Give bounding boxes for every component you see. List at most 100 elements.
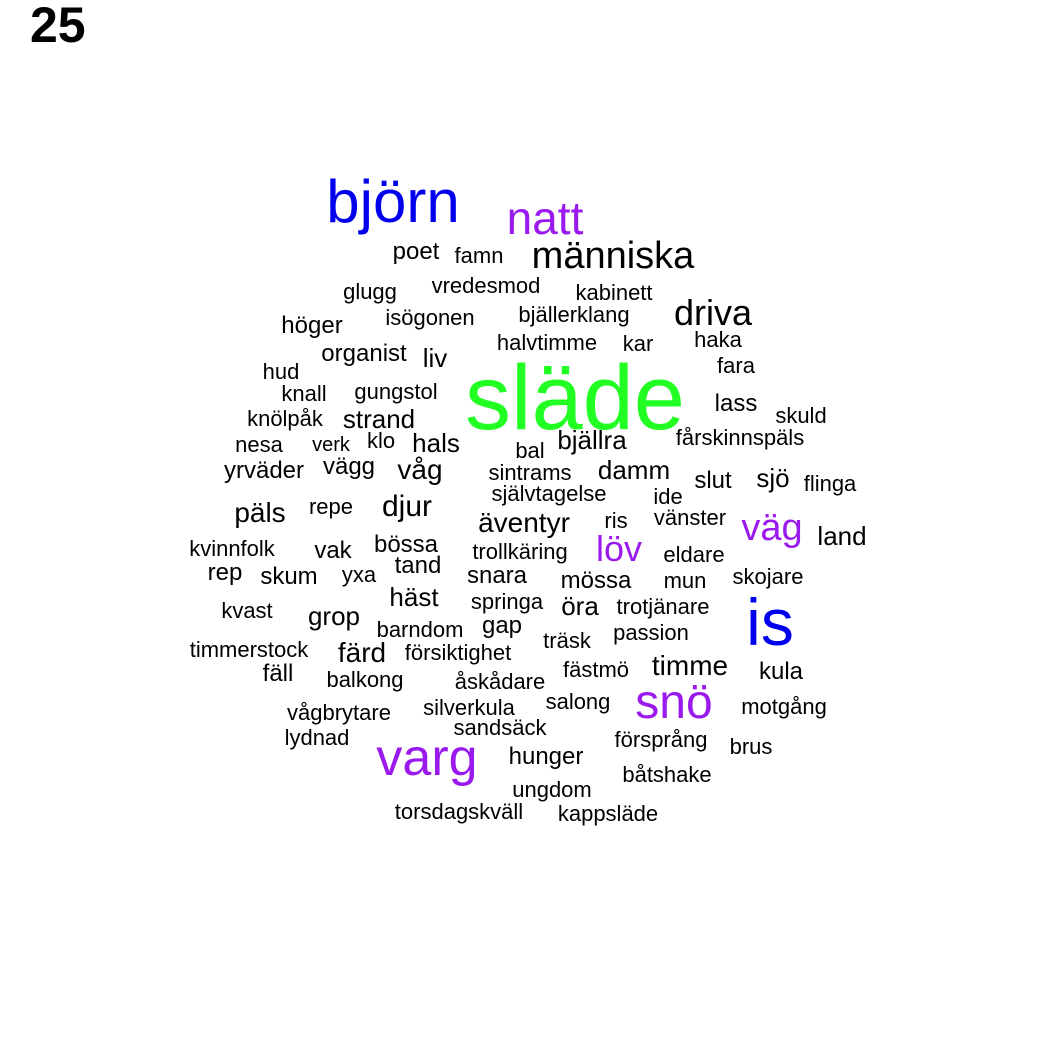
cloud-word: bössa	[373, 531, 439, 558]
cloud-word: försprång	[614, 727, 708, 752]
cloud-word: lydnad	[284, 725, 350, 750]
cloud-word: slut	[694, 467, 732, 494]
cloud-word: hunger	[508, 743, 584, 770]
cloud-word: land	[817, 521, 867, 551]
cloud-word: yrväder	[223, 457, 305, 484]
cloud-word: träsk	[543, 628, 591, 653]
cloud-word: sandsäck	[453, 715, 547, 740]
cloud-word: skum	[260, 563, 318, 590]
cloud-word: organist	[321, 340, 407, 367]
cloud-word: klo	[366, 428, 396, 453]
cloud-word: glugg	[343, 279, 397, 304]
cloud-word: is	[746, 585, 794, 659]
cloud-word: ris	[604, 508, 628, 533]
cloud-word: passion	[613, 620, 689, 645]
page-number: 25	[30, 0, 86, 53]
cloud-word: bjällerklang	[518, 302, 630, 327]
cloud-word: eldare	[663, 542, 725, 567]
cloud-word: åskådare	[454, 669, 546, 694]
cloud-word: fästmö	[562, 657, 630, 682]
cloud-word: strand	[342, 404, 416, 434]
cloud-word: salong	[545, 689, 611, 714]
cloud-word: timmerstock	[189, 637, 309, 662]
cloud-word: fara	[717, 353, 755, 378]
cloud-word: öra	[561, 591, 599, 621]
cloud-word: trotjänare	[616, 594, 710, 619]
cloud-word: löv	[595, 528, 643, 569]
cloud-word: brus	[729, 734, 773, 759]
cloud-word: bjällra	[557, 425, 627, 455]
cloud-word: rep	[207, 559, 243, 586]
cloud-word: vak	[314, 537, 352, 564]
cloud-word: häst	[389, 582, 439, 612]
cloud-word: damm	[597, 455, 671, 485]
cloud-word: famn	[454, 243, 504, 268]
cloud-word: varg	[376, 729, 478, 787]
cloud-word: motgång	[741, 694, 827, 719]
cloud-word: isögonen	[385, 305, 475, 330]
cloud-word: skojare	[732, 564, 804, 589]
cloud-word: kabinett	[575, 280, 653, 305]
cloud-word: våg	[397, 454, 443, 485]
cloud-word: torsdagskväll	[394, 799, 524, 824]
cloud-word: djur	[381, 490, 433, 523]
cloud-word: fårskinnspäls	[675, 425, 805, 450]
cloud-word: mun	[663, 568, 707, 593]
cloud-word: silverkula	[423, 695, 515, 720]
cloud-word: trollkäring	[472, 539, 568, 564]
cloud-word: vredesmod	[431, 273, 541, 298]
cloud-word: hud	[262, 359, 300, 384]
cloud-word: timme	[651, 650, 729, 681]
cloud-word: knölpåk	[247, 406, 323, 431]
cloud-word: vägg	[322, 453, 376, 480]
cloud-word: människa	[531, 235, 695, 277]
cloud-word: kvinnfolk	[189, 536, 275, 561]
cloud-word: repe	[308, 494, 354, 519]
cloud-word: försiktighet	[404, 640, 512, 665]
cloud-word: båtshake	[622, 762, 712, 787]
cloud-word: väg	[741, 507, 803, 549]
cloud-word: släde	[465, 347, 685, 449]
cloud-word: björn	[326, 168, 460, 235]
cloud-word: barndom	[376, 617, 464, 642]
cloud-word: ide	[653, 484, 683, 509]
cloud-word: haka	[694, 327, 742, 352]
cloud-word: bal	[515, 438, 545, 463]
cloud-word: gap	[481, 612, 523, 639]
cloud-word: fäll	[262, 660, 294, 687]
cloud-word: springa	[470, 589, 544, 614]
cloud-word: vågbrytare	[287, 700, 391, 725]
cloud-word: gungstol	[354, 379, 438, 404]
cloud-word: päls	[234, 497, 286, 528]
cloud-word: kar	[622, 331, 654, 356]
cloud-word: verk	[312, 434, 350, 456]
cloud-word: höger	[281, 312, 343, 339]
cloud-word: knall	[281, 381, 327, 406]
cloud-word: kvast	[221, 598, 273, 623]
cloud-word: självtagelse	[491, 481, 607, 506]
cloud-word: kappsläde	[557, 801, 659, 826]
cloud-word: lass	[714, 390, 758, 417]
cloud-word: balkong	[326, 667, 404, 692]
cloud-word: snara	[466, 562, 528, 589]
cloud-word: natt	[506, 192, 584, 244]
cloud-word: driva	[673, 292, 753, 333]
cloud-word: sintrams	[488, 460, 572, 485]
cloud-word: sjö	[756, 463, 790, 493]
cloud-word: flinga	[803, 471, 857, 496]
cloud-word: snö	[635, 676, 713, 729]
cloud-word: nesa	[235, 432, 283, 457]
cloud-word: liv	[422, 343, 448, 373]
cloud-word: tand	[394, 552, 442, 579]
cloud-word: mössa	[560, 567, 632, 594]
cloud-word: poet	[392, 238, 440, 265]
cloud-word: skuld	[775, 403, 827, 428]
cloud-word: yxa	[341, 562, 377, 587]
cloud-word: hals	[412, 428, 460, 458]
cloud-word: äventyr	[478, 507, 570, 538]
cloud-word: färd	[337, 637, 387, 668]
cloud-word: ungdom	[512, 777, 592, 802]
cloud-word: grop	[307, 601, 361, 631]
cloud-word: halvtimme	[496, 330, 598, 355]
